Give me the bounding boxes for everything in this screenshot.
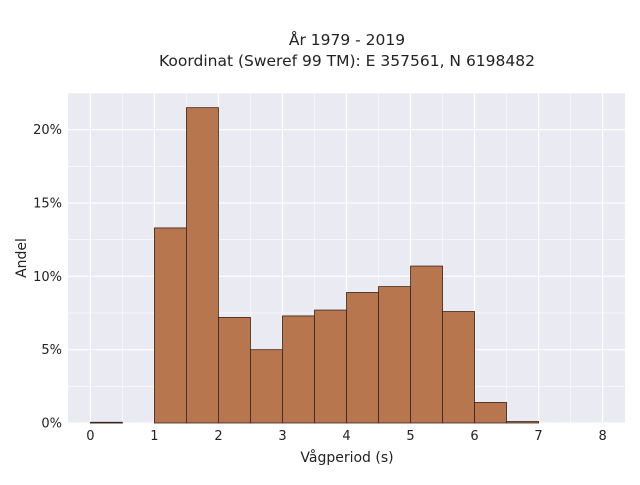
chart-title-line2: Koordinat (Sweref 99 TM): E 357561, N 61… <box>159 52 535 70</box>
x-tick-label: 5 <box>406 429 414 444</box>
x-tick-labels: 0 1 2 3 4 5 6 7 8 <box>86 429 606 444</box>
x-tick-label: 4 <box>342 429 350 444</box>
histogram-bar-4 <box>218 316 251 424</box>
histogram-bar-11 <box>442 311 475 424</box>
histogram-bar-13 <box>506 421 539 424</box>
histogram-bar-9 <box>378 286 411 424</box>
x-tick-label: 0 <box>86 429 94 444</box>
histogram-bar-10 <box>410 265 443 424</box>
x-tick-label: 8 <box>598 429 606 444</box>
histogram-bar-12 <box>474 402 507 424</box>
y-tick-label: 0% <box>41 417 62 432</box>
y-tick-label: 10% <box>33 270 62 285</box>
histogram-bar-6 <box>282 315 315 424</box>
x-tick-label: 7 <box>534 429 542 444</box>
y-tick-label: 15% <box>33 197 62 212</box>
histogram-bar-3 <box>186 107 219 424</box>
x-tick-label: 6 <box>470 429 478 444</box>
histogram-bar-2 <box>154 227 187 424</box>
x-tick-label: 2 <box>214 429 222 444</box>
histogram-bar-8 <box>346 292 379 424</box>
histogram-bar-5 <box>250 349 283 424</box>
y-tick-labels: 0% 5% 10% 15% 20% <box>33 123 62 431</box>
chart-title-line1: År 1979 - 2019 <box>289 30 405 49</box>
x-axis-label: Vågperiod (s) <box>300 449 393 466</box>
x-tick-label: 3 <box>278 429 286 444</box>
y-tick-label: 20% <box>33 123 62 138</box>
histogram-bar-7 <box>314 309 347 424</box>
x-tick-label: 1 <box>150 429 158 444</box>
bars <box>90 107 539 424</box>
y-tick-label: 5% <box>41 343 62 358</box>
y-axis-label: Andel <box>14 238 30 278</box>
histogram-bar-0 <box>90 421 123 424</box>
